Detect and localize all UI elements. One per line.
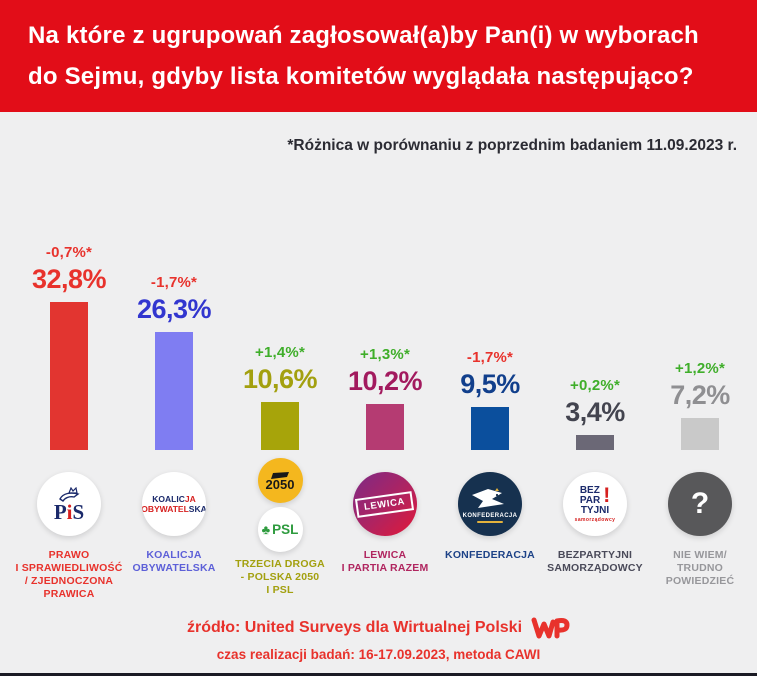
- party-card-pis: PiS PRAWO I SPRAWIEDLIWOŚĆ / ZJEDNOCZONA…: [15, 472, 123, 601]
- party-card-lewica: LEWICA LEWICA I PARTIA RAZEM: [331, 472, 439, 575]
- party-label-trzecia-droga: TRZECIA DROGA - POLSKA 2050 I PSL: [235, 558, 325, 596]
- bar-bezpartyjni: [576, 435, 614, 450]
- diff-label-ko: -1,7%*: [150, 274, 198, 291]
- eagle-crown-icon: [59, 486, 80, 502]
- party-card-bezpartyjni: BEZ PAR ! TYJNI samorządowcy BEZPARTYJNI…: [541, 472, 649, 575]
- value-label-lewica: 10,2%: [347, 366, 423, 396]
- pis-logo-text: PiS: [53, 499, 85, 524]
- bar-column-trzecia-droga: +1,4%* 10,6%: [226, 225, 334, 450]
- value-label-trzecia-droga: 10,6%: [242, 364, 318, 394]
- konfederacja-logo-subline: [477, 520, 503, 523]
- diff-label-trzecia-droga: +1,4%*: [255, 344, 305, 361]
- eagle-icon: [472, 487, 504, 508]
- bar-column-nie-wiem: +1,2%* 7,2%: [646, 225, 754, 450]
- bar-column-konfederacja: -1,7%* 9,5%: [436, 225, 544, 450]
- diff-label-nie-wiem: +1,2%*: [675, 360, 725, 377]
- konfederacja-logo: KONFEDERACJA: [458, 472, 522, 536]
- question-mark-logo: ?: [668, 472, 732, 536]
- bar-column-ko: -1,7%* 26,3%: [120, 225, 228, 450]
- question-mark-icon: ?: [690, 487, 710, 520]
- party-label-bezpartyjni: BEZPARTYJNI SAMORZĄDOWCY: [547, 549, 643, 574]
- party-card-ko: KOALICJA OBYWATELSKA KOALICJA OBYWATELSK…: [120, 472, 228, 575]
- value-label-pis: 32,8%: [31, 264, 107, 294]
- party-card-konfederacja: KONFEDERACJA KONFEDERACJA: [436, 472, 544, 562]
- bar-lewica: [366, 404, 404, 450]
- survey-details-text: czas realizacji badań: 16-17.09.2023, me…: [216, 647, 541, 662]
- bar-trzecia-droga: [261, 402, 299, 450]
- ko-logo: KOALICJA OBYWATELSKA: [142, 472, 206, 536]
- bar-konfederacja: [471, 407, 509, 450]
- value-label-konfederacja: 9,5%: [460, 369, 520, 399]
- diff-label-pis: -0,7%*: [45, 244, 93, 261]
- value-label-nie-wiem: 7,2%: [670, 380, 730, 410]
- diff-label-lewica: +1,3%*: [360, 346, 410, 363]
- clover-icon: ♣: [261, 522, 271, 537]
- party-label-konfederacja: KONFEDERACJA: [445, 549, 535, 561]
- flag-icon: [271, 471, 289, 479]
- page-title-line1: Na które z ugrupowań zagłosował(a)by Pan…: [28, 22, 699, 49]
- header-banner: Na które z ugrupowań zagłosował(a)by Pan…: [0, 0, 757, 112]
- party-card-nie-wiem: ? NIE WIEM/ TRUDNO POWIEDZIEĆ: [646, 472, 754, 588]
- diff-label-konfederacja: -1,7%*: [466, 349, 514, 366]
- party-label-nie-wiem: NIE WIEM/ TRUDNO POWIEDZIEĆ: [665, 549, 735, 587]
- bar-column-bezpartyjni: +0,2%* 3,4%: [541, 225, 649, 450]
- lewica-logo: LEWICA: [353, 472, 417, 536]
- bottom-border: [0, 673, 757, 676]
- party-label-lewica: LEWICA I PARTIA RAZEM: [341, 549, 429, 574]
- psl-logo: ♣ PSL: [257, 507, 303, 552]
- exclamation-mark: !: [603, 483, 611, 507]
- page-title-line2: do Sejmu, gdyby lista komitetów wyglądał…: [28, 63, 694, 90]
- bar-ko: [155, 332, 193, 450]
- difference-footnote: *Różnica w porównaniu z poprzednim badan…: [287, 137, 737, 154]
- bar-column-lewica: +1,3%* 10,2%: [331, 225, 439, 450]
- party-label-pis: PRAWO I SPRAWIEDLIWOŚĆ / ZJEDNOCZONA PRA…: [15, 549, 123, 600]
- wp-logo-icon: [531, 617, 570, 639]
- bezpartyjni-logo: BEZ PAR ! TYJNI samorządowcy: [563, 472, 627, 536]
- source-text: źródło: United Surveys dla Wirtualnej Po…: [186, 619, 523, 636]
- value-label-bezpartyjni: 3,4%: [565, 397, 625, 427]
- footer: źródło: United Surveys dla Wirtualnej Po…: [0, 616, 757, 662]
- bar-pis: [50, 302, 88, 450]
- value-label-ko: 26,3%: [136, 294, 212, 324]
- diff-label-bezpartyjni: +0,2%*: [570, 377, 620, 394]
- party-card-trzecia-droga: 2050 ♣ PSL TRZECIA DROGA - POLSKA 2050 I…: [226, 458, 334, 597]
- polska-2050-logo: 2050: [257, 458, 303, 503]
- party-label-ko: KOALICJA OBYWATELSKA: [132, 549, 216, 574]
- bar-nie-wiem: [681, 418, 719, 450]
- bar-column-pis: -0,7%* 32,8%: [15, 225, 123, 450]
- pis-logo: PiS: [37, 472, 101, 536]
